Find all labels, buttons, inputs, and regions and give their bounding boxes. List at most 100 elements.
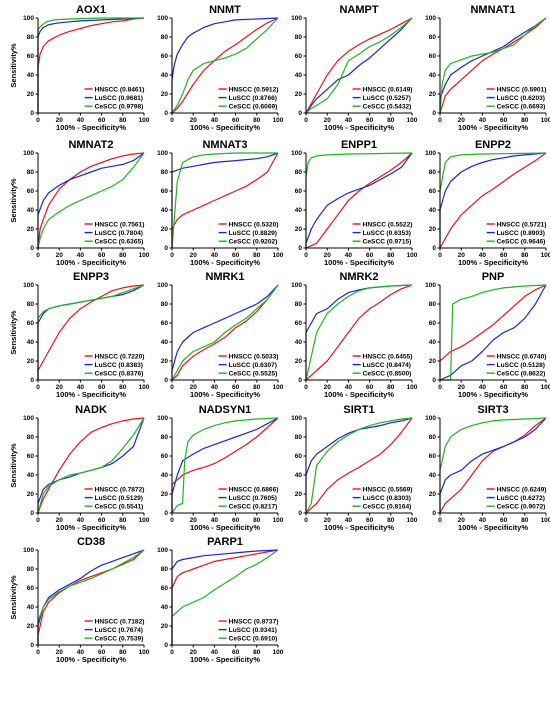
y-tick-label: 40: [27, 339, 35, 346]
x-tick-label: 40: [211, 649, 219, 656]
y-axis-label: Sensitivity%: [9, 443, 18, 488]
y-tick-label: 80: [27, 434, 35, 441]
legend-entry-cescc: CeSCC (0.5525): [229, 371, 278, 378]
y-tick-label: 0: [432, 245, 436, 252]
y-tick-label: 80: [27, 566, 35, 573]
y-tick-label: 40: [295, 472, 303, 479]
legend-entry-cescc: CeSCC (0.7539): [95, 636, 144, 643]
x-axis-label: 100% - Specificity%: [324, 390, 394, 399]
roc-curve-luscc: [37, 17, 145, 113]
panel-title: ENPP3: [73, 271, 109, 283]
y-tick-label: 20: [27, 358, 35, 365]
roc-panel-nmnat1: NMNAT1 0 20 40 60 80 100 0 20 40 60 80 100 100% - Spe…: [425, 4, 550, 132]
x-axis-label: 100% - Specificity%: [324, 523, 394, 532]
legend-entry-hnscc: HNSCC (0.6866): [229, 486, 279, 493]
x-tick-label: 20: [190, 252, 198, 259]
x-tick-label: 100: [273, 384, 284, 391]
x-tick-label: 60: [366, 384, 374, 391]
y-tick-label: 100: [23, 15, 34, 22]
x-tick-label: 40: [77, 649, 85, 656]
x-tick-label: 80: [387, 517, 395, 524]
y-tick-label: 20: [295, 226, 303, 233]
roc-curve-luscc: [171, 284, 279, 380]
panel-title: NNMT: [209, 4, 241, 16]
y-tick-label: 20: [429, 226, 437, 233]
x-tick-label: 20: [56, 117, 64, 124]
x-tick-label: 80: [253, 517, 261, 524]
legend-entry-cescc: CeSCC (0.9798): [95, 104, 144, 111]
roc-panel-nadsyn1: NADSYN1 0 20 40 60 80 100 0 20 40 60 80 100 100% - Sp…: [157, 404, 284, 532]
roc-curve-hnscc: [305, 152, 413, 249]
legend-entry-luscc: LuSCC (0.8766): [229, 95, 277, 102]
roc-curve-hnscc: [171, 549, 279, 645]
x-axis-label: 100% - Specificity%: [190, 258, 260, 267]
y-tick-label: 100: [157, 282, 168, 289]
x-tick-label: 100: [273, 649, 284, 656]
x-axis-label: 100% - Specificity%: [190, 655, 260, 664]
x-tick-label: 0: [304, 517, 308, 524]
x-tick-label: 20: [458, 517, 466, 524]
x-tick-label: 80: [387, 117, 395, 124]
roc-panel-parp1: PARP1 0 20 40 60 80 100 0 20 40 60 80 100 100% - Spec…: [157, 536, 284, 664]
y-tick-label: 100: [157, 547, 168, 554]
legend-entry-hnscc: HNSCC (0.6455): [363, 353, 413, 360]
x-tick-label: 80: [253, 117, 261, 124]
legend-entry-luscc: LuSCC (0.8303): [363, 495, 411, 502]
x-tick-label: 100: [139, 252, 150, 259]
x-tick-label: 100: [139, 517, 150, 524]
panel-title: SIRT1: [343, 404, 374, 416]
x-tick-label: 20: [190, 117, 198, 124]
legend-entry-cescc: CeSCC (0.6069): [229, 104, 278, 111]
x-axis-label: 100% - Specificity%: [56, 523, 126, 532]
legend-entry-hnscc: HNSCC (0.7872): [95, 486, 145, 493]
legend-entry-cescc: CeSCC (0.9715): [363, 239, 412, 246]
y-tick-label: 20: [429, 491, 437, 498]
x-axis-label: 100% - Specificity%: [324, 123, 394, 132]
panel-title: NMRK1: [205, 271, 244, 283]
roc-curve-cescc: [439, 17, 547, 114]
roc-curve-cescc: [37, 17, 144, 113]
y-tick-label: 40: [429, 339, 437, 346]
x-tick-label: 40: [211, 384, 219, 391]
roc-curve-luscc: [305, 17, 413, 114]
y-tick-label: 60: [27, 53, 35, 60]
legend-entry-cescc: CeSCC (0.8164): [363, 504, 412, 511]
x-tick-label: 40: [345, 517, 353, 524]
x-tick-label: 100: [139, 649, 150, 656]
y-tick-label: 20: [161, 623, 169, 630]
x-tick-label: 100: [541, 252, 550, 259]
roc-curve-hnscc: [305, 284, 413, 381]
x-tick-label: 40: [77, 384, 85, 391]
y-tick-label: 20: [429, 91, 437, 98]
y-tick-label: 40: [27, 207, 35, 214]
x-tick-label: 80: [253, 252, 261, 259]
roc-curve-luscc: [439, 17, 547, 113]
legend-entry-cescc: CeSCC (0.6910): [229, 636, 278, 643]
y-tick-label: 100: [23, 150, 34, 157]
roc-curve-cescc: [37, 152, 145, 249]
panel-title: ENPP2: [475, 139, 511, 151]
y-tick-label: 20: [295, 491, 303, 498]
y-tick-label: 60: [295, 53, 303, 60]
y-tick-label: 40: [161, 339, 169, 346]
y-tick-label: 60: [295, 453, 303, 460]
y-tick-label: 20: [161, 358, 169, 365]
y-tick-label: 20: [161, 491, 169, 498]
legend-entry-hnscc: HNSCC (0.6149): [363, 86, 413, 93]
x-tick-label: 0: [170, 117, 174, 124]
roc-panel-nmrk1: NMRK1 0 20 40 60 80 100 0 20 40 60 80 100 100% - Spec…: [157, 271, 284, 399]
legend-entry-hnscc: HNSCC (0.5912): [229, 86, 279, 93]
legend-entry-cescc: CeSCC (0.8622): [497, 371, 546, 378]
y-tick-label: 40: [429, 472, 437, 479]
panel-title: AOX1: [76, 4, 106, 16]
x-tick-label: 60: [500, 252, 508, 259]
panel-title: ENPP1: [341, 139, 377, 151]
y-tick-label: 80: [161, 434, 169, 441]
panel-title: NMNAT3: [202, 139, 247, 151]
x-tick-label: 80: [119, 252, 127, 259]
roc-panel-cd38: CD38 0 20 40 60 80 100 0 20 40 60 80 100 100% - Speci…: [9, 536, 150, 664]
x-tick-label: 80: [521, 117, 529, 124]
y-tick-label: 60: [27, 320, 35, 327]
x-tick-label: 40: [211, 117, 219, 124]
y-tick-label: 0: [298, 245, 302, 252]
